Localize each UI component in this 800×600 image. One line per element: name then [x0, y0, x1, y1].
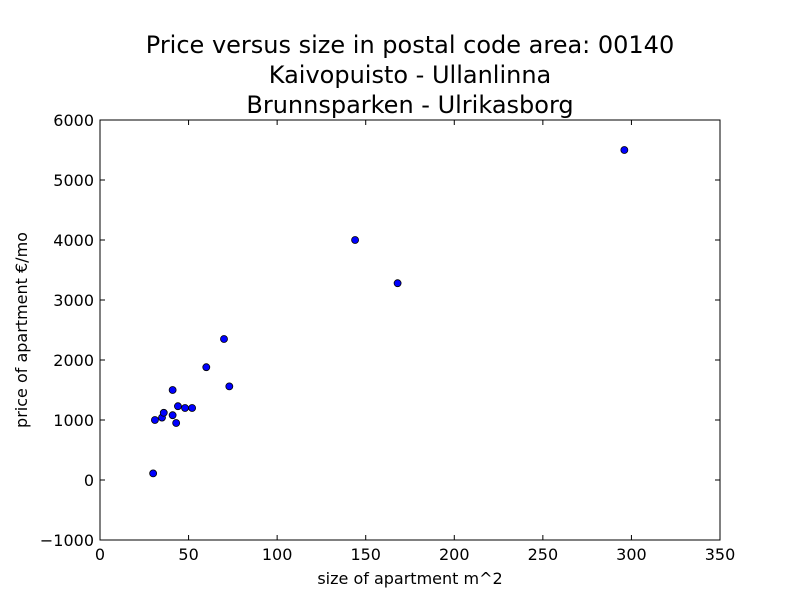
- x-tick-label: 50: [178, 545, 198, 564]
- data-point: [220, 335, 228, 343]
- data-point: [151, 416, 159, 424]
- chart-title: Price versus size in postal code area: 0…: [146, 31, 674, 119]
- x-tick-label: 350: [705, 545, 736, 564]
- x-tick-label: 0: [95, 545, 105, 564]
- data-point: [620, 146, 629, 154]
- y-tick-label: 4000: [53, 231, 94, 250]
- title-line-2: Kaivopuisto - Ullanlinna: [269, 61, 552, 89]
- x-tick-label: 150: [350, 545, 381, 564]
- data-points: [149, 146, 629, 478]
- data-point: [149, 469, 158, 478]
- x-tick-label: 300: [616, 545, 647, 564]
- y-tick-label: 2000: [53, 351, 94, 370]
- data-point: [225, 382, 234, 391]
- data-point: [202, 363, 211, 372]
- data-point: [159, 408, 168, 417]
- plot-area-frame: [99, 119, 721, 541]
- data-point: [172, 419, 181, 427]
- data-point: [351, 236, 359, 244]
- x-tick-label: 100: [262, 545, 293, 564]
- y-axis-label: price of apartment €/mo: [12, 232, 31, 428]
- data-point: [181, 404, 189, 412]
- y-tick-label: 1000: [53, 411, 94, 430]
- y-axis-ticks: −1000 0 1000 2000 3000 4000 5000 6000: [40, 111, 720, 550]
- y-tick-label: −1000: [40, 531, 94, 550]
- data-point: [393, 279, 402, 288]
- x-tick-label: 200: [439, 545, 470, 564]
- data-point: [168, 386, 177, 394]
- title-line-3: Brunnsparken - Ulrikasborg: [246, 91, 573, 119]
- x-axis-ticks: 0 50 100 150 200 250 300 350: [95, 120, 735, 564]
- y-tick-label: 3000: [53, 291, 94, 310]
- title-line-1: Price versus size in postal code area: 0…: [146, 31, 674, 59]
- y-tick-label: 6000: [53, 111, 94, 130]
- y-tick-label: 0: [84, 471, 94, 490]
- data-point: [168, 411, 177, 420]
- x-tick-label: 250: [528, 545, 559, 564]
- data-point: [174, 402, 182, 411]
- data-point: [188, 404, 197, 412]
- x-axis-label: size of apartment m^2: [317, 569, 502, 588]
- y-tick-label: 5000: [53, 171, 94, 190]
